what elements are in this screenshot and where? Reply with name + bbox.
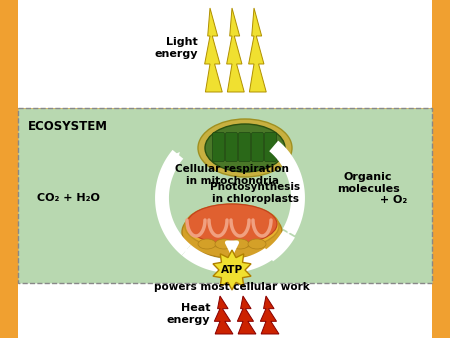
Text: Cellular respiration
in mitochondria: Cellular respiration in mitochondria bbox=[175, 164, 289, 186]
Ellipse shape bbox=[187, 204, 277, 244]
FancyBboxPatch shape bbox=[225, 132, 238, 162]
Text: powers most cellular work: powers most cellular work bbox=[154, 282, 310, 292]
FancyBboxPatch shape bbox=[265, 132, 276, 162]
Text: ECOSYSTEM: ECOSYSTEM bbox=[28, 120, 108, 133]
Text: Heat
energy: Heat energy bbox=[166, 303, 210, 325]
Ellipse shape bbox=[182, 206, 282, 258]
Polygon shape bbox=[249, 8, 266, 92]
Ellipse shape bbox=[205, 124, 285, 172]
Text: Light
energy: Light energy bbox=[154, 37, 198, 59]
Polygon shape bbox=[214, 296, 233, 334]
FancyBboxPatch shape bbox=[212, 132, 225, 162]
FancyBboxPatch shape bbox=[252, 132, 264, 162]
Polygon shape bbox=[205, 8, 222, 92]
Bar bbox=[18, 108, 432, 283]
Text: + O₂: + O₂ bbox=[376, 195, 408, 205]
Polygon shape bbox=[261, 296, 279, 334]
Polygon shape bbox=[213, 250, 251, 290]
Polygon shape bbox=[227, 8, 244, 92]
Text: CO₂ + H₂O: CO₂ + H₂O bbox=[36, 193, 99, 203]
Text: Organic
molecules: Organic molecules bbox=[337, 172, 400, 194]
Bar bbox=[18, 283, 432, 338]
Ellipse shape bbox=[198, 239, 216, 249]
Bar bbox=[18, 0, 432, 108]
Polygon shape bbox=[237, 296, 256, 334]
Text: Photosynthesis
in chloroplasts: Photosynthesis in chloroplasts bbox=[210, 182, 300, 203]
Ellipse shape bbox=[215, 239, 233, 249]
Ellipse shape bbox=[248, 239, 266, 249]
Ellipse shape bbox=[185, 204, 279, 248]
Text: ATP: ATP bbox=[221, 265, 243, 275]
Ellipse shape bbox=[198, 119, 292, 177]
FancyBboxPatch shape bbox=[238, 132, 251, 162]
Ellipse shape bbox=[231, 239, 249, 249]
